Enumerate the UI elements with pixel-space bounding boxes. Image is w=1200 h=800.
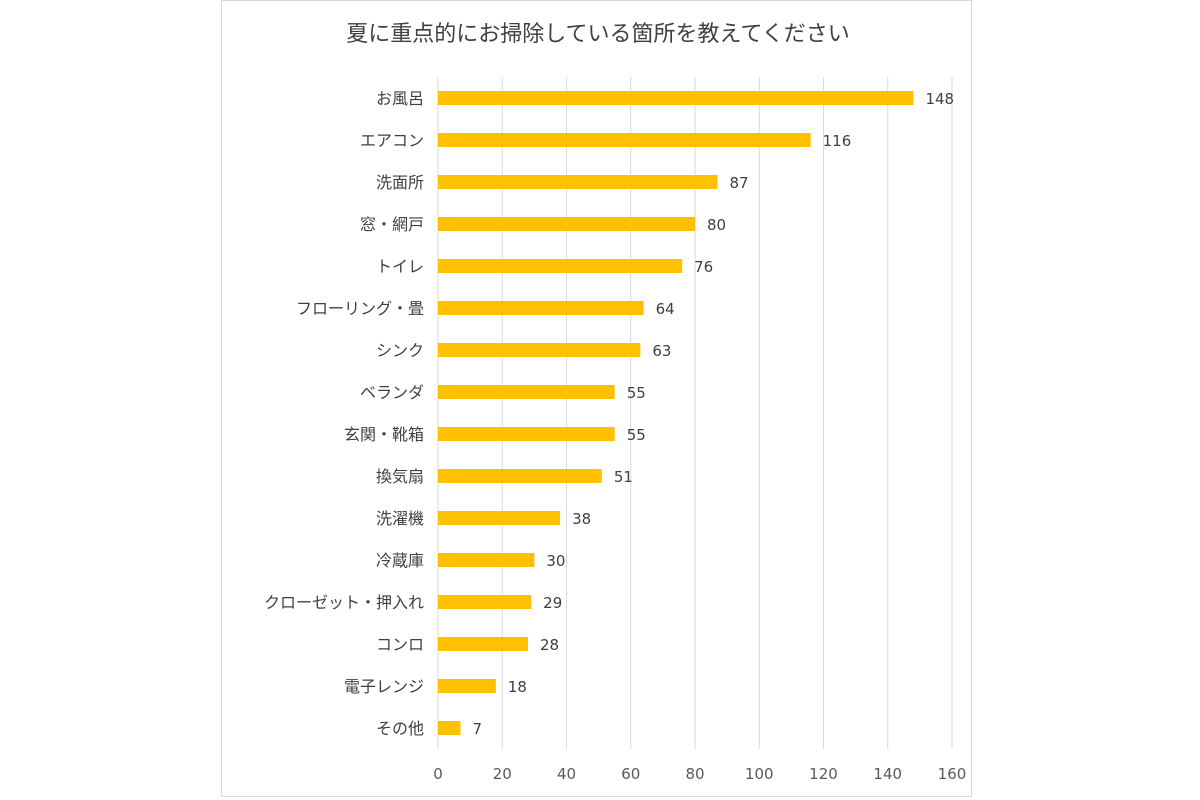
value-label: 116: [823, 132, 852, 150]
category-label: 冷蔵庫: [376, 551, 424, 570]
category-label: 換気扇: [376, 467, 424, 486]
category-label: 洗面所: [376, 173, 424, 192]
x-tick-label: 140: [873, 765, 902, 783]
value-label: 63: [652, 342, 671, 360]
value-label: 64: [656, 300, 675, 318]
category-label: トイレ: [376, 257, 424, 276]
category-label: エアコン: [360, 131, 424, 150]
value-label: 30: [546, 552, 565, 570]
bar: [438, 133, 811, 147]
chart-panel: 夏に重点的にお掃除している箇所を教えてください お風呂エアコン洗面所窓・網戸トイ…: [221, 0, 972, 797]
category-label: 窓・網戸: [360, 215, 424, 234]
bar: [438, 427, 615, 441]
x-tick-label: 0: [433, 765, 443, 783]
bar: [438, 721, 461, 735]
category-labels: お風呂エアコン洗面所窓・網戸トイレフローリング・畳シンクベランダ玄関・靴箱換気扇…: [264, 89, 424, 738]
bar: [438, 343, 641, 357]
x-tick-label: 60: [621, 765, 640, 783]
value-label: 76: [694, 258, 713, 276]
category-label: その他: [376, 719, 424, 738]
value-labels: 148 116 87 80 76 64 63 55 55 51 38 30 29 28 18 7: [472, 90, 954, 738]
value-label: 87: [729, 174, 748, 192]
x-tick-label: 100: [745, 765, 774, 783]
bar-chart: 夏に重点的にお掃除している箇所を教えてください お風呂エアコン洗面所窓・網戸トイ…: [264, 22, 966, 783]
category-label: ベランダ: [360, 383, 424, 402]
x-tick-label: 20: [493, 765, 512, 783]
bar: [438, 637, 528, 651]
category-label: 洗濯機: [376, 509, 424, 528]
bar: [438, 301, 644, 315]
x-tick-label: 40: [557, 765, 576, 783]
bar: [438, 553, 535, 567]
bar: [438, 469, 602, 483]
x-tick-label: 120: [809, 765, 838, 783]
value-label: 7: [472, 720, 482, 738]
category-label: シンク: [376, 341, 424, 360]
value-label: 38: [572, 510, 591, 528]
bar: [438, 217, 695, 231]
x-axis-ticks: 0 20 40 60 80 100 120 140 160: [433, 765, 966, 783]
category-label: クローゼット・押入れ: [264, 593, 424, 612]
category-label: 玄関・靴箱: [344, 425, 424, 444]
chart-title: 夏に重点的にお掃除している箇所を教えてください: [346, 22, 850, 47]
bar: [438, 385, 615, 399]
bar: [438, 91, 914, 105]
value-label: 51: [614, 468, 633, 486]
value-label: 80: [707, 216, 726, 234]
value-label: 29: [543, 594, 562, 612]
x-tick-label: 80: [685, 765, 704, 783]
value-label: 55: [627, 426, 646, 444]
value-label: 148: [925, 90, 954, 108]
value-label: 18: [508, 678, 527, 696]
bar: [438, 259, 683, 273]
bar: [438, 679, 496, 693]
value-label: 28: [540, 636, 559, 654]
bar: [438, 175, 718, 189]
value-label: 55: [627, 384, 646, 402]
category-label: 電子レンジ: [344, 677, 424, 696]
category-label: お風呂: [376, 89, 424, 108]
bar: [438, 595, 532, 609]
bars: [438, 91, 914, 735]
bar: [438, 511, 561, 525]
x-tick-label: 160: [938, 765, 967, 783]
category-label: コンロ: [376, 635, 424, 654]
category-label: フローリング・畳: [296, 299, 424, 318]
